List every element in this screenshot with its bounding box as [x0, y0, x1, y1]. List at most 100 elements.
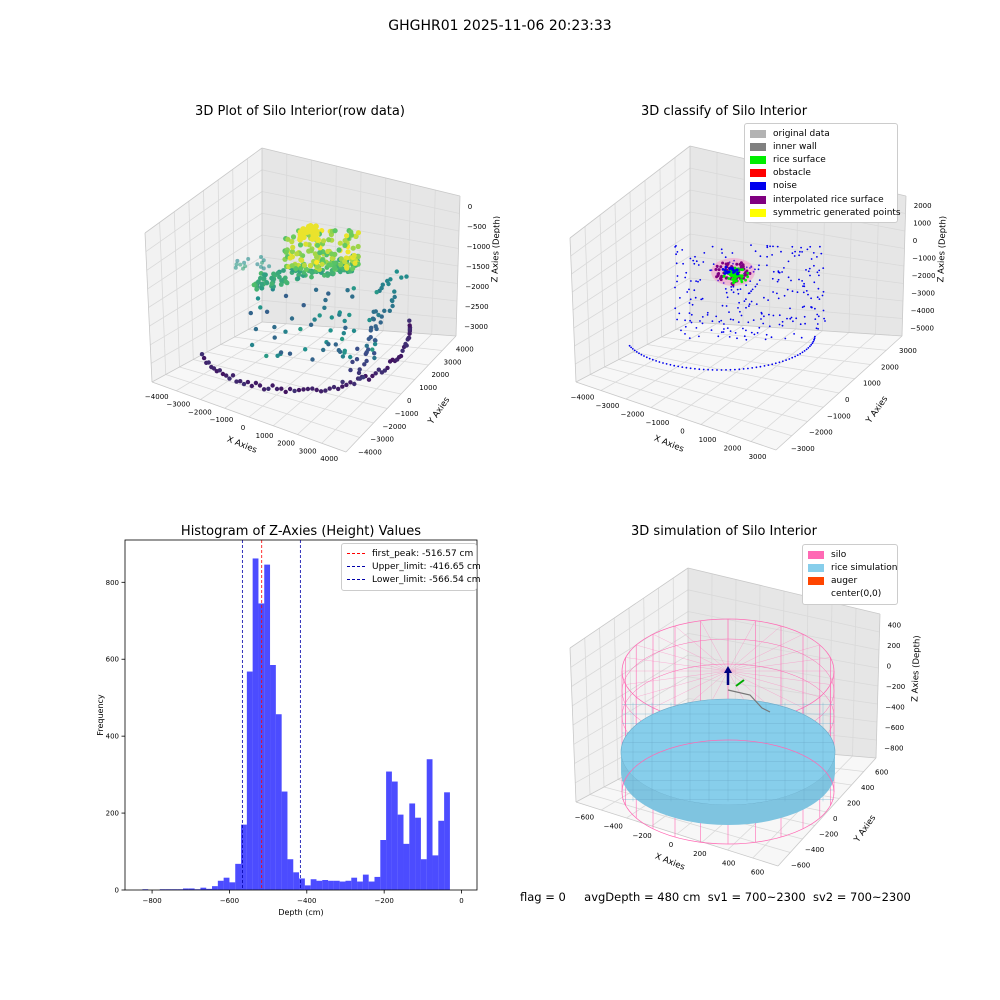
raw-point — [287, 351, 293, 356]
noise-point — [710, 329, 713, 331]
raw-point — [315, 263, 321, 269]
noise-point — [630, 346, 632, 349]
noise-point — [645, 356, 648, 359]
histogram-bar — [316, 880, 323, 890]
raw-x-axis-label: X Axies — [225, 435, 258, 456]
raw-box-edge — [144, 232, 153, 383]
noise-point — [766, 244, 769, 247]
noise-point — [759, 255, 762, 258]
raw-point — [279, 278, 284, 284]
cls-z-tick-label: −4000 — [911, 307, 935, 315]
noise-point — [749, 267, 751, 269]
silo-roof-wire — [727, 670, 831, 685]
legend-label: rice simulation — [831, 562, 898, 573]
raw-point — [342, 242, 348, 248]
legend-entry: inner wall — [750, 140, 892, 153]
raw-point — [323, 297, 328, 303]
raw-point — [254, 286, 260, 292]
noise-point — [750, 266, 753, 268]
legend-swatch — [750, 195, 766, 204]
raw-point — [312, 317, 317, 322]
noise-point — [695, 280, 697, 282]
raw-point — [394, 269, 399, 274]
raw-grid-line — [407, 183, 411, 333]
noise-point — [709, 269, 712, 272]
noise-point — [781, 360, 784, 363]
noise-point — [716, 369, 718, 371]
raw-point — [234, 379, 239, 384]
silo-roof-wire — [636, 670, 729, 698]
noise-point — [767, 364, 770, 366]
raw-point — [370, 316, 376, 321]
noise-point — [802, 285, 804, 288]
noise-point — [805, 269, 807, 271]
noise-point — [799, 250, 801, 253]
raw-point — [293, 266, 299, 272]
noise-point — [728, 311, 730, 313]
noise-point — [801, 306, 804, 309]
noise-point — [814, 307, 816, 310]
cls-points — [628, 244, 826, 371]
raw-point — [275, 353, 280, 358]
histogram-legend: first_peak: -516.57 cm Upper_limit: -416.… — [341, 543, 481, 591]
raw-z-tick-label: −1000 — [467, 243, 491, 251]
raw-y-axis-label: Y Axies — [426, 395, 453, 427]
raw-point — [337, 269, 343, 275]
raw-point — [404, 343, 409, 348]
raw-grid-line — [431, 189, 436, 335]
raw-point — [362, 362, 367, 367]
silo-roof-wire — [636, 644, 729, 672]
rice-surface-point — [740, 280, 744, 284]
raw-point — [373, 338, 378, 343]
legend-label: obstacle — [773, 168, 811, 179]
raw-x-tick-label: −4000 — [145, 393, 169, 401]
raw-point — [338, 262, 344, 268]
raw-point — [332, 265, 338, 271]
raw-z-tick-label: −3000 — [464, 323, 488, 331]
raw-point — [278, 282, 284, 287]
cls-y-tick-label: 2000 — [881, 363, 899, 371]
noise-point — [722, 331, 725, 333]
noise-point — [803, 315, 806, 318]
histogram-bar — [333, 880, 340, 890]
cls-x-tick-label: −2000 — [621, 410, 645, 418]
raw-point — [327, 386, 332, 391]
noise-point — [747, 367, 749, 370]
cls-y-axis-label: Y Axies — [864, 394, 891, 426]
raw-point — [258, 264, 263, 269]
raw-point — [350, 245, 356, 251]
sim-y-tick-label: 0 — [833, 815, 837, 823]
noise-point — [817, 287, 820, 290]
raw-point — [345, 288, 350, 293]
raw-point — [364, 343, 369, 348]
noise-point — [780, 250, 782, 253]
noise-point — [812, 252, 815, 254]
rice-surface-point — [731, 278, 734, 281]
silo-roof-wire — [727, 670, 804, 708]
silo-bottom-ring — [621, 739, 835, 845]
raw-point — [376, 367, 381, 372]
legend-label: center(0,0) — [831, 589, 882, 600]
noise-point — [814, 335, 816, 338]
cls-box-edge — [569, 145, 691, 239]
noise-point — [662, 362, 664, 364]
raw-y-tick-label: 3000 — [444, 358, 462, 366]
cls-y-tick-label: 0 — [845, 396, 849, 404]
x-tick-label: −400 — [297, 897, 316, 905]
noise-point — [810, 258, 813, 260]
noise-point — [701, 297, 704, 300]
raw-y-tick-label: −3000 — [370, 436, 394, 444]
raw-point — [285, 236, 291, 242]
noise-point — [723, 328, 725, 330]
cls-z-tick-label: −1000 — [912, 254, 936, 262]
raw-point — [347, 312, 352, 318]
noise-point — [724, 256, 727, 259]
noise-point — [711, 320, 714, 323]
raw-grid-line — [248, 329, 443, 351]
legend-entry: center(0,0) — [808, 588, 892, 601]
rice-surface-point — [722, 275, 726, 278]
noise-point — [724, 288, 727, 290]
raw-point — [398, 353, 404, 359]
raw-point — [328, 328, 333, 333]
raw-point — [392, 294, 397, 300]
